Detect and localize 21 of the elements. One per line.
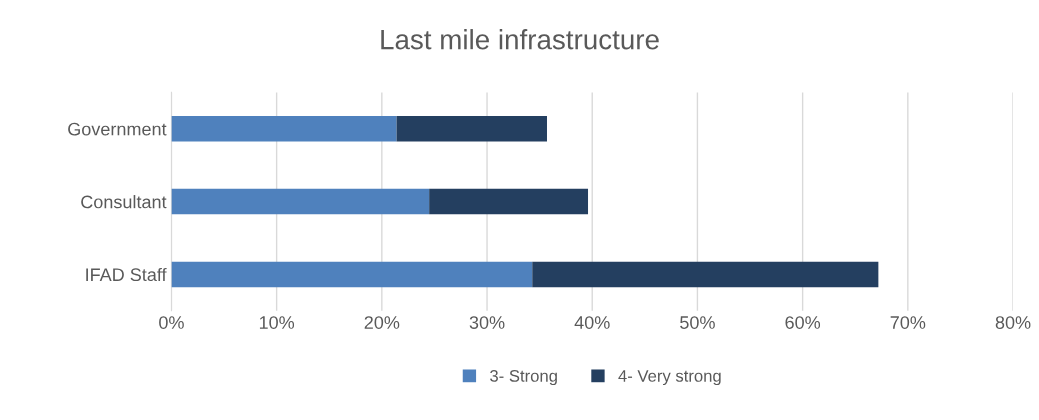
y-tick-label: Government <box>68 122 167 136</box>
x-tick-label: 0% <box>159 316 184 329</box>
x-tick-label: 70% <box>890 316 926 329</box>
y-tick-label: IFAD Staff <box>86 267 167 282</box>
bar <box>396 116 547 142</box>
x-tick-label: 60% <box>785 316 821 329</box>
legend-label: 3- Strong <box>490 370 557 386</box>
x-tick-label: 30% <box>469 316 505 329</box>
legend-label: 4- Very strong <box>618 370 721 386</box>
x-tick-label: 20% <box>364 316 400 329</box>
x-tick-label: 50% <box>680 316 715 329</box>
bar <box>532 261 879 288</box>
chart-title: Last mile infrastructure <box>381 29 659 50</box>
bar <box>171 188 430 215</box>
bar <box>429 188 589 215</box>
x-tick-label: 10% <box>259 316 295 329</box>
bar <box>171 261 533 288</box>
x-tick-label: 40% <box>574 316 610 329</box>
x-tick-label: 80% <box>995 316 1031 329</box>
y-tick-label: Consultant <box>81 195 167 209</box>
bar <box>171 116 397 142</box>
